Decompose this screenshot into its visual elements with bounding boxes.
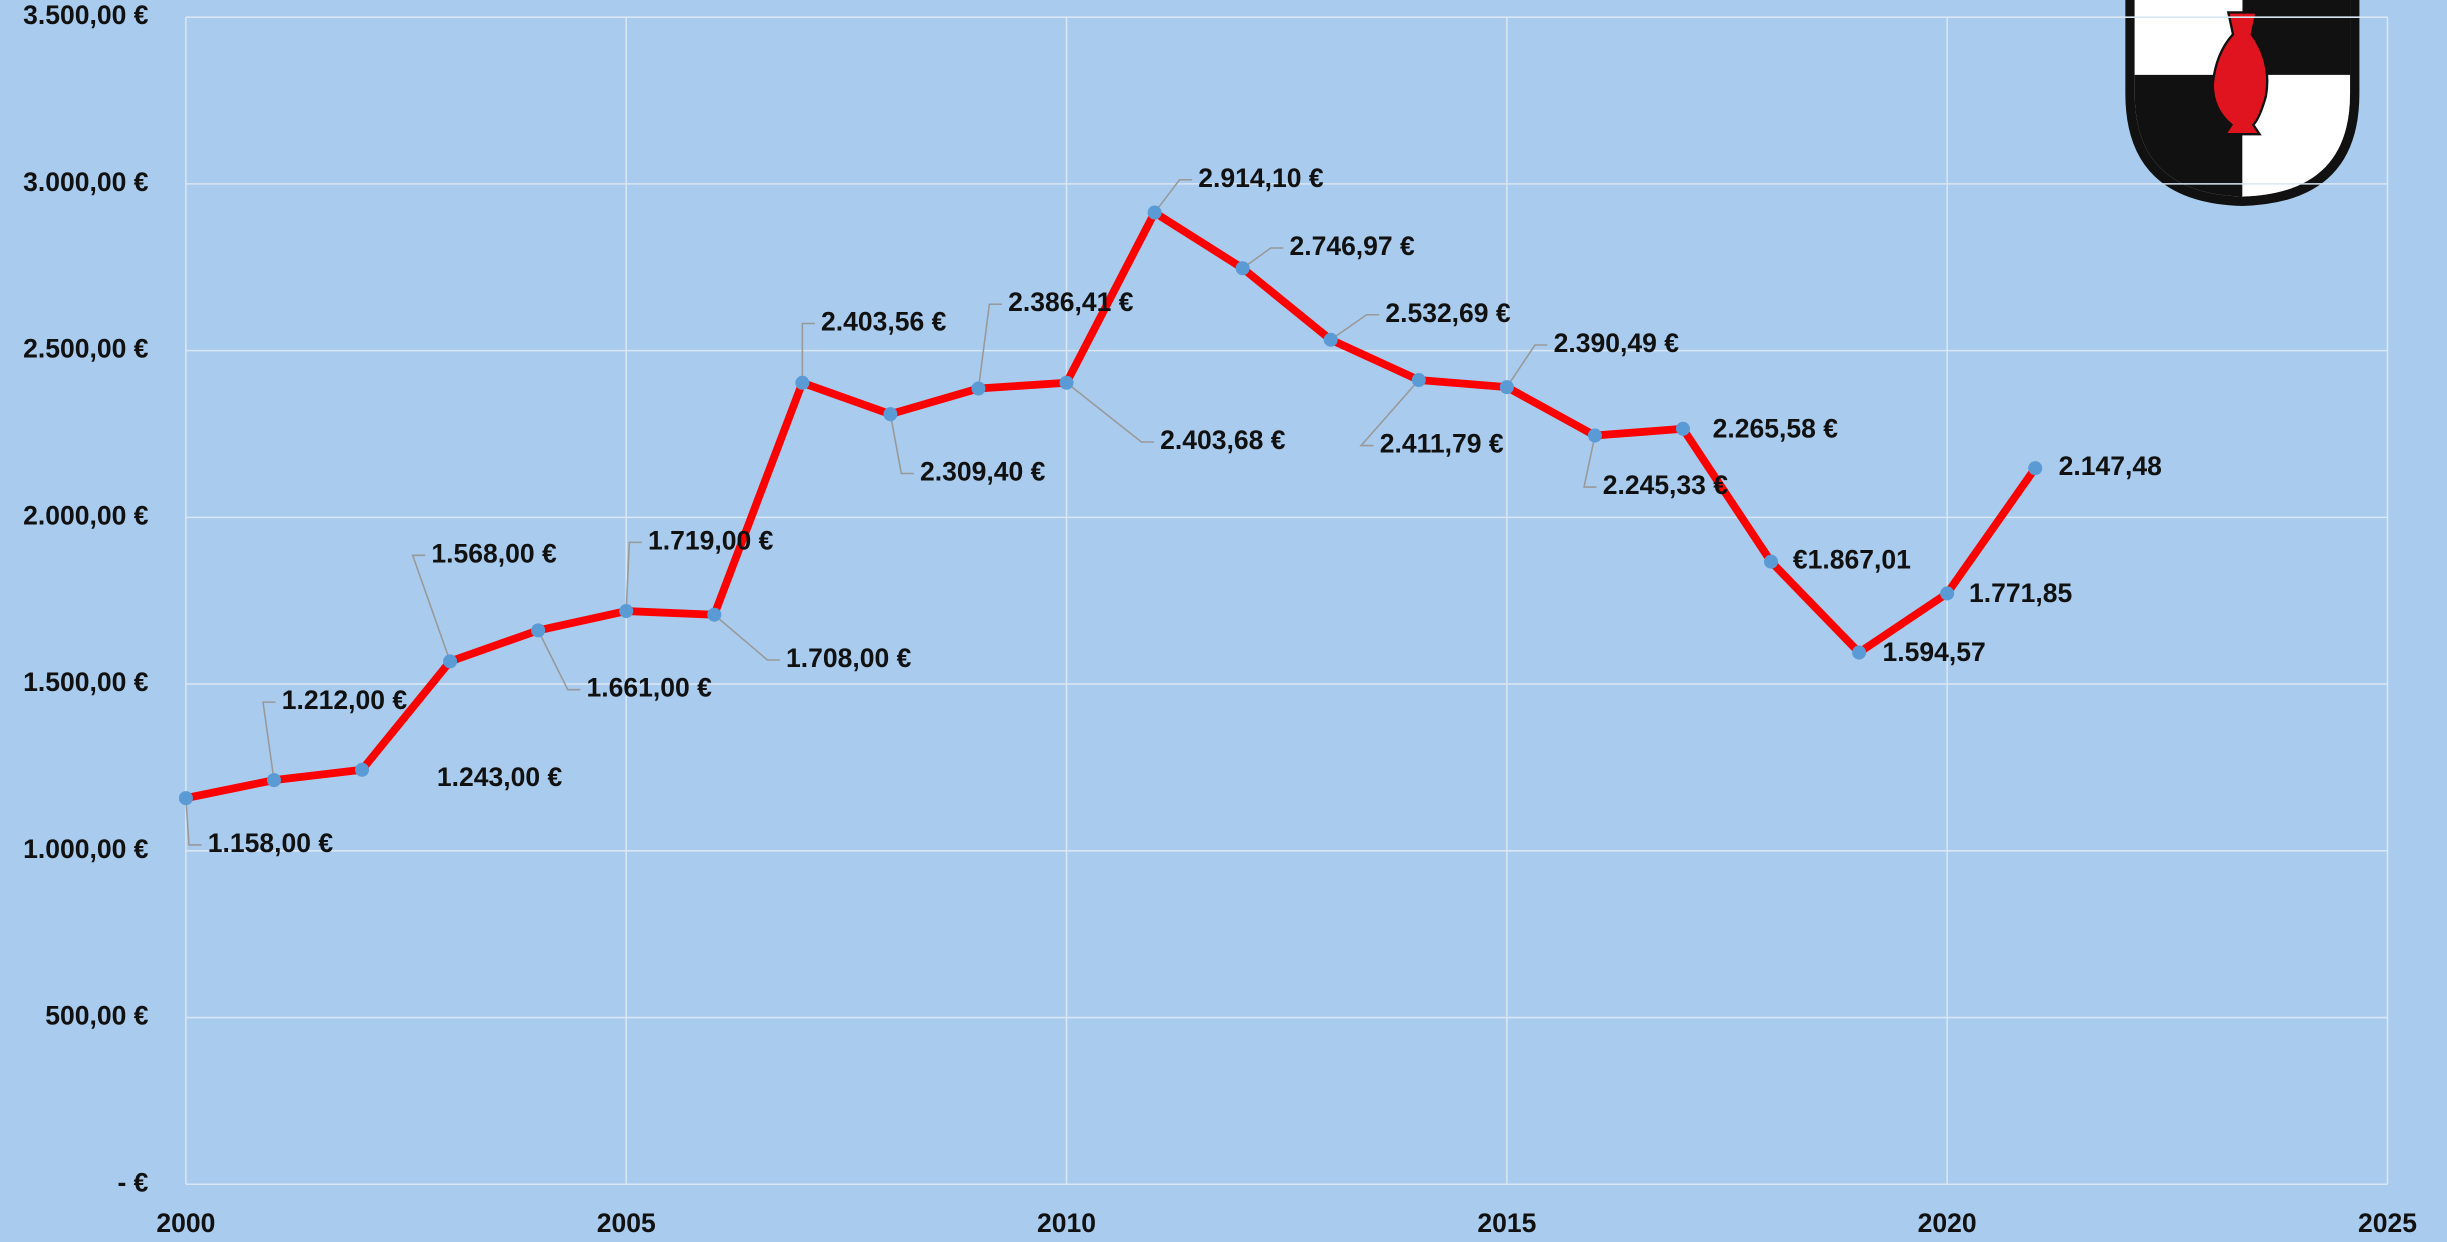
x-tick-label: 2020 — [1918, 1208, 1977, 1238]
data-label: 1.243,00 € — [437, 762, 563, 792]
data-point — [1323, 332, 1338, 347]
data-label: 2.532,69 € — [1385, 298, 1511, 328]
data-point — [1587, 428, 1602, 443]
y-tick-label: 1.000,00 € — [23, 834, 149, 864]
leader-line — [1066, 382, 1154, 443]
data-label: 1.708,00 € — [786, 643, 912, 673]
leader-line — [1153, 178, 1193, 214]
data-point — [1059, 375, 1074, 390]
data-point — [531, 623, 546, 638]
data-label: 2.390,49 € — [1554, 328, 1680, 358]
leader-line — [1359, 379, 1420, 447]
data-label: 2.914,10 € — [1198, 163, 1324, 193]
data-point — [178, 791, 193, 806]
leader-line — [1242, 247, 1284, 269]
leader-line — [185, 798, 202, 846]
leader-line — [411, 554, 451, 662]
leader-line — [1583, 435, 1597, 488]
data-label: 1.568,00 € — [431, 538, 557, 568]
data-point — [619, 604, 634, 619]
data-point — [1675, 421, 1690, 436]
y-tick-label: 3.500,00 € — [23, 0, 149, 30]
data-point — [1940, 586, 1955, 601]
data-label: €1.867,01 — [1793, 545, 1911, 575]
leader-line — [713, 614, 780, 661]
x-tick-label: 2000 — [156, 1208, 215, 1238]
data-point — [1147, 205, 1162, 220]
leader-line — [262, 701, 276, 781]
data-label: 1.158,00 € — [208, 828, 334, 858]
data-label: 2.403,56 € — [821, 306, 947, 336]
data-label: 2.147,48 — [2059, 451, 2162, 481]
data-point — [971, 381, 986, 396]
y-tick-label: 1.500,00 € — [23, 667, 149, 697]
data-label: 2.411,79 € — [1380, 429, 1504, 459]
data-label: 1.594,57 — [1883, 637, 1986, 667]
x-tick-label: 2025 — [2358, 1208, 2417, 1238]
data-label: 2.245,33 € — [1603, 470, 1729, 500]
data-point — [2028, 461, 2043, 476]
y-tick-label: 2.000,00 € — [23, 500, 149, 530]
leader-line — [1506, 344, 1548, 388]
leader-line — [537, 630, 581, 691]
leader-line — [1330, 313, 1380, 341]
x-tick-label: 2005 — [597, 1208, 656, 1238]
series-line — [185, 208, 2039, 802]
data-label: 2.746,97 € — [1289, 231, 1415, 261]
y-tick-label: - € — [117, 1167, 148, 1197]
leader-line — [801, 322, 815, 383]
data-label: 1.719,00 € — [648, 525, 774, 555]
coat-of-arms — [2125, 0, 2360, 206]
data-label: 2.403,68 € — [1160, 425, 1286, 455]
y-tick-label: 500,00 € — [45, 1001, 148, 1031]
data-label: 2.265,58 € — [1713, 413, 1839, 443]
y-tick-label: 3.000,00 € — [23, 167, 149, 197]
leader-line — [977, 303, 1002, 389]
data-point — [1499, 380, 1514, 395]
leader-line — [625, 541, 642, 612]
x-tick-label: 2010 — [1037, 1208, 1096, 1238]
data-point — [795, 375, 810, 390]
data-point — [1764, 554, 1779, 569]
data-label: 2.309,40 € — [920, 456, 1046, 486]
x-tick-label: 2015 — [1477, 1208, 1536, 1238]
data-point — [707, 607, 722, 622]
y-tick-label: 2.500,00 € — [23, 334, 149, 364]
data-label: 2.386,41 € — [1008, 287, 1134, 317]
data-point — [1235, 261, 1250, 276]
data-point — [883, 407, 898, 422]
data-point — [443, 654, 458, 669]
data-label: 1.771,85 — [1969, 578, 2072, 608]
data-point — [1852, 645, 1867, 660]
data-point — [1411, 373, 1426, 388]
data-label: 1.212,00 € — [282, 685, 408, 715]
data-point — [266, 773, 281, 788]
leader-line — [889, 414, 914, 475]
data-point — [355, 762, 370, 777]
data-label: 1.661,00 € — [587, 673, 713, 703]
